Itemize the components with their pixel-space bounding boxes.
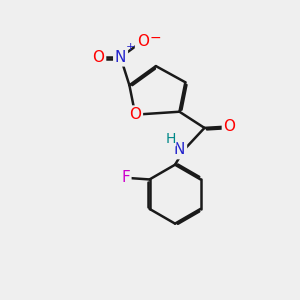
Text: N: N — [115, 50, 126, 65]
Text: −: − — [149, 31, 161, 45]
Text: O: O — [92, 50, 104, 65]
Text: N: N — [174, 142, 185, 158]
Text: H: H — [165, 132, 176, 145]
Text: O: O — [129, 107, 141, 122]
Text: F: F — [121, 170, 130, 185]
Text: O: O — [224, 119, 236, 134]
Text: O: O — [136, 34, 148, 49]
Text: +: + — [126, 42, 135, 52]
